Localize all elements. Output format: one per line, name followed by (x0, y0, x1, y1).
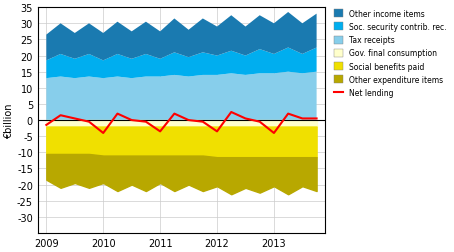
Legend: Other income items, Soc. security contrib. rec., Tax receipts, Gov. final consum: Other income items, Soc. security contri… (332, 8, 449, 100)
Y-axis label: €billion: €billion (4, 103, 14, 138)
